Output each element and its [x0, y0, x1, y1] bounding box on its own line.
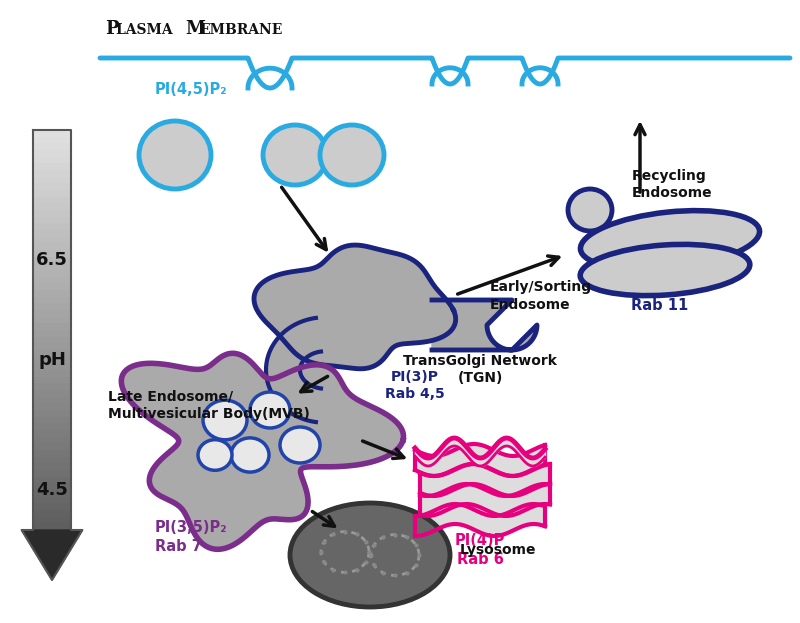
Bar [33, 343, 71, 351]
Bar [33, 430, 71, 438]
Ellipse shape [581, 211, 759, 269]
Polygon shape [254, 245, 456, 369]
Bar [33, 377, 71, 384]
Bar [33, 523, 71, 531]
Text: PI(4)P
Rab 6: PI(4)P Rab 6 [455, 533, 505, 566]
Polygon shape [122, 353, 403, 549]
Bar [33, 170, 71, 178]
Bar [33, 257, 71, 264]
Polygon shape [415, 504, 545, 536]
Bar [33, 217, 71, 224]
Bar [33, 177, 71, 184]
Text: M: M [185, 20, 205, 38]
Polygon shape [420, 464, 550, 496]
Bar [33, 497, 71, 505]
Text: pH: pH [38, 351, 66, 369]
Bar [33, 237, 71, 244]
Bar [33, 490, 71, 498]
Bar [33, 230, 71, 237]
Bar [33, 437, 71, 444]
Bar [33, 130, 71, 138]
Bar [33, 477, 71, 484]
Bar [33, 244, 71, 251]
Bar [33, 516, 71, 525]
Bar [33, 183, 71, 191]
Bar [33, 370, 71, 378]
Bar [33, 503, 71, 511]
Bar [33, 163, 71, 171]
Bar [33, 156, 71, 164]
Text: EMBRANE: EMBRANE [199, 23, 282, 37]
Polygon shape [432, 300, 537, 350]
Ellipse shape [231, 438, 269, 472]
Bar [33, 424, 71, 431]
Bar [33, 510, 71, 518]
Ellipse shape [198, 440, 232, 470]
Text: Rab 11: Rab 11 [631, 298, 689, 313]
Bar [33, 336, 71, 345]
Ellipse shape [203, 400, 247, 440]
Text: P: P [105, 20, 118, 38]
Bar [33, 470, 71, 478]
Ellipse shape [250, 392, 290, 428]
Text: Recycling
Endosome: Recycling Endosome [632, 169, 713, 200]
Bar [33, 450, 71, 458]
Bar [33, 316, 71, 325]
Bar [33, 363, 71, 371]
Ellipse shape [280, 427, 320, 463]
Ellipse shape [263, 125, 327, 185]
Bar [33, 417, 71, 424]
Text: Late Endosome/
Multivesicular Body(MVB): Late Endosome/ Multivesicular Body(MVB) [108, 390, 310, 421]
Bar [33, 323, 71, 331]
Bar [33, 210, 71, 217]
Bar [33, 330, 71, 338]
Ellipse shape [290, 503, 450, 607]
Bar [33, 356, 71, 364]
Text: Lysosome: Lysosome [460, 543, 537, 557]
Text: PI(3,5)P₂
Rab 7: PI(3,5)P₂ Rab 7 [155, 520, 228, 554]
Bar [33, 136, 71, 145]
Polygon shape [415, 444, 545, 476]
Bar [33, 150, 71, 158]
Text: 4.5: 4.5 [36, 481, 68, 499]
Text: 6.5: 6.5 [36, 251, 68, 269]
Polygon shape [22, 530, 82, 580]
Ellipse shape [139, 121, 211, 189]
Polygon shape [266, 318, 321, 422]
Text: TransGolgi Network
(TGN): TransGolgi Network (TGN) [403, 354, 557, 385]
Bar [33, 397, 71, 404]
Bar [33, 383, 71, 391]
Text: PI(4,5)P₂: PI(4,5)P₂ [155, 82, 228, 97]
Bar [33, 410, 71, 417]
Bar [33, 190, 71, 197]
Polygon shape [420, 484, 550, 516]
Bar [33, 270, 71, 278]
Text: LASMA: LASMA [116, 23, 178, 37]
Ellipse shape [580, 244, 750, 296]
Ellipse shape [568, 189, 612, 231]
Bar [33, 390, 71, 397]
Bar [33, 277, 71, 284]
Bar [33, 290, 71, 298]
Ellipse shape [320, 125, 384, 185]
Bar [33, 310, 71, 318]
Text: PI(3)P
Rab 4,5: PI(3)P Rab 4,5 [385, 370, 445, 401]
Bar [33, 297, 71, 304]
Bar [33, 350, 71, 358]
Bar [33, 303, 71, 311]
Bar [33, 457, 71, 464]
Bar [33, 444, 71, 451]
Bar [33, 483, 71, 491]
Bar [33, 197, 71, 204]
Text: Early/Sorting
Endosome: Early/Sorting Endosome [490, 280, 592, 312]
Bar [33, 264, 71, 271]
Bar [33, 403, 71, 411]
Bar [33, 464, 71, 471]
Bar [33, 283, 71, 291]
Bar [33, 143, 71, 151]
Bar [33, 203, 71, 211]
Bar [33, 250, 71, 258]
Bar [33, 223, 71, 231]
